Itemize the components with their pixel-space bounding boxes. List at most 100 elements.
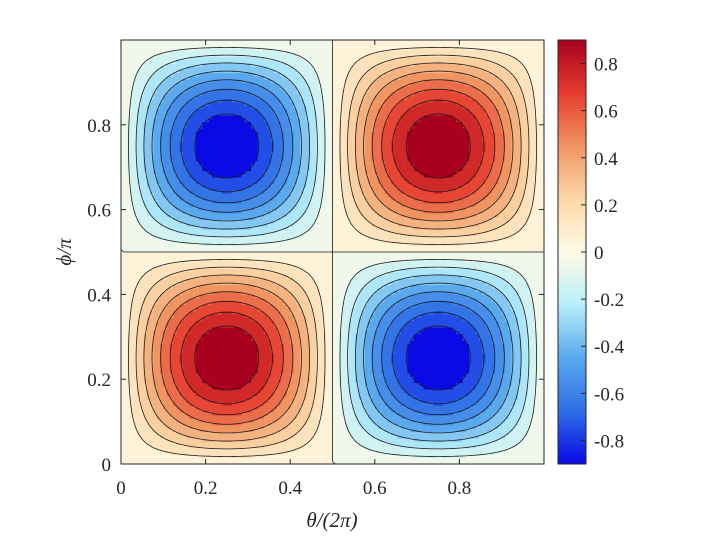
contour-cell (221, 284, 226, 289)
contour-cell (124, 101, 129, 106)
contour-cell (192, 66, 197, 70)
contour-cell (199, 141, 203, 145)
contour-cell (153, 255, 158, 260)
contour-cell (182, 232, 187, 237)
contour-cell (186, 343, 190, 348)
contour-cell (228, 411, 233, 416)
contour-cell (137, 157, 142, 162)
contour-cell (234, 330, 239, 335)
contour-cell (195, 203, 200, 207)
contour-cell (160, 411, 164, 416)
contour-cell (166, 297, 171, 302)
contour-cell (195, 411, 200, 416)
contour-cell (231, 411, 236, 416)
contour-cell (192, 209, 197, 214)
contour-cell (228, 437, 233, 442)
contour-cell (231, 85, 236, 90)
contour-cell (195, 199, 200, 204)
contour-cell (192, 424, 197, 429)
contour-cell (199, 95, 203, 100)
contour-cell (143, 173, 148, 178)
contour-cell (199, 222, 203, 227)
contour-cell (202, 333, 207, 338)
contour-cell (121, 268, 125, 273)
contour-cell (221, 118, 226, 123)
contour-cell (130, 336, 135, 341)
contour-cell (218, 124, 223, 129)
contour-cell (234, 238, 239, 243)
contour-cell (124, 349, 129, 354)
contour-cell (192, 248, 197, 253)
contour-cell (205, 323, 210, 328)
contour-cell (199, 170, 203, 175)
contour-cell (169, 261, 174, 266)
contour-cell (189, 356, 194, 361)
contour-cell (130, 199, 135, 204)
contour-cell (215, 320, 220, 325)
contour-cell (238, 346, 242, 351)
contour-cell (205, 95, 210, 100)
contour-cell (215, 88, 220, 93)
contour-cell (163, 235, 168, 240)
contour-cell (218, 40, 223, 44)
contour-cell (205, 418, 210, 423)
contour-cell (202, 173, 207, 178)
contour-cell (166, 69, 171, 74)
contour-cell (195, 88, 200, 93)
contour-cell (221, 59, 226, 64)
contour-cell (189, 304, 194, 309)
contour-cell (130, 154, 135, 159)
contour-cell (195, 333, 200, 338)
contour-cell (225, 173, 229, 178)
contour-cell (156, 252, 161, 256)
contour-cell (127, 85, 132, 90)
contour-cell (160, 362, 164, 367)
contour-cell (127, 362, 132, 367)
contour-cell (130, 134, 135, 139)
contour-cell (140, 317, 145, 322)
contour-cell (166, 349, 171, 354)
contour-cell (163, 92, 168, 97)
contour-cell (221, 408, 226, 413)
contour-cell (212, 418, 216, 423)
contour-cell (215, 457, 220, 462)
contour-cell (150, 75, 155, 80)
contour-cell (163, 291, 168, 295)
contour-cell (147, 242, 151, 247)
contour-cell (156, 95, 161, 100)
contour-cell (231, 203, 236, 207)
plot-area (121, 40, 544, 464)
contour-cell (195, 232, 200, 237)
contour-cell (166, 147, 171, 152)
contour-cell (137, 248, 142, 253)
contour-cell (160, 150, 164, 155)
contour-cell (130, 441, 135, 446)
contour-cell (143, 340, 148, 344)
contour-cell (231, 49, 236, 54)
contour-cell (124, 421, 129, 426)
contour-cell (147, 40, 151, 44)
contour-cell (156, 206, 161, 211)
contour-cell (186, 79, 190, 83)
contour-cell (163, 415, 168, 419)
contour-cell (150, 441, 155, 446)
contour-cell (199, 69, 203, 74)
contour-cell (134, 88, 138, 93)
contour-cell (195, 307, 200, 312)
contour-cell (202, 170, 207, 175)
contour-cell (231, 460, 236, 464)
contour-cell (163, 203, 168, 207)
contour-cell (192, 82, 197, 87)
contour-cell (195, 160, 200, 165)
contour-cell (124, 284, 129, 289)
contour-cell (225, 134, 229, 139)
contour-cell (160, 392, 164, 397)
contour-cell (202, 402, 207, 406)
contour-cell (143, 212, 148, 217)
contour-cell (121, 225, 125, 230)
contour-cell (234, 424, 239, 429)
contour-cell (160, 460, 164, 464)
contour-cell (195, 92, 200, 97)
contour-cell (156, 418, 161, 423)
contour-cell (218, 196, 223, 201)
